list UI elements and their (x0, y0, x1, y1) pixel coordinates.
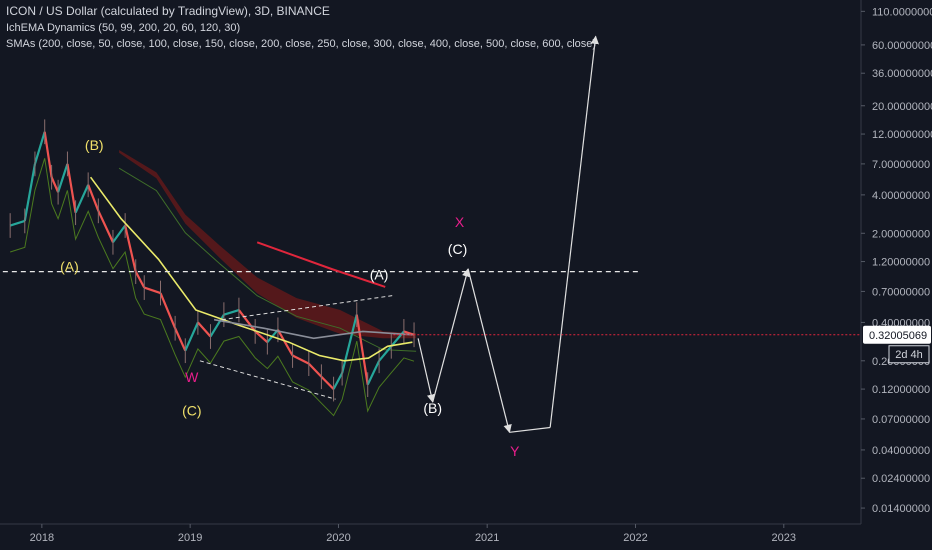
y-tick-label: 4.00000000 (872, 190, 930, 202)
wave-label: X (455, 214, 465, 230)
y-tick-label: 0.12000000 (872, 384, 930, 396)
price-segment (143, 286, 161, 295)
countdown-label: 2d 4h (895, 349, 923, 361)
wave-label: W (185, 369, 199, 385)
y-tick-label: 1.20000000 (872, 257, 930, 269)
y-tick-label: 0.07000000 (872, 414, 930, 426)
price-segment (74, 184, 90, 214)
wave-label: Y (510, 443, 520, 459)
indicator-ichema-legend: IchEMA Dynamics (50, 99, 200, 20, 60, 12… (6, 22, 241, 34)
y-tick-label: 12.00000000 (872, 129, 932, 141)
price-segment (174, 327, 187, 352)
wave-label: (A) (60, 259, 79, 275)
price-tag-value: 0.32005069 (869, 330, 927, 342)
price-segment (378, 345, 393, 362)
ichimoku-green-line (118, 167, 417, 352)
price-segment (276, 329, 294, 357)
y-tick-label: 60.00000000 (872, 40, 932, 52)
projection-arrow (467, 268, 512, 434)
price-segment (254, 330, 269, 343)
x-tick-label: 2023 (772, 532, 796, 544)
price-segment (50, 176, 60, 193)
price-segment (332, 372, 344, 390)
price-segment (87, 184, 100, 212)
x-tick-label: 2021 (475, 532, 499, 544)
projection-arrow (417, 338, 436, 403)
indicator-smas-legend: SMAs (200, close, 50, close, 100, close,… (6, 38, 597, 50)
symbol-title: ICON / US Dollar (calculated by TradingV… (6, 4, 330, 18)
projection-arrow (549, 35, 599, 428)
price-segment (197, 321, 212, 338)
price-segment (159, 292, 177, 329)
y-tick-label: 0.04000000 (872, 445, 930, 457)
projection-arrow (432, 268, 471, 403)
wave-label: (B) (85, 137, 104, 153)
price-segment (341, 314, 358, 374)
price-segment (238, 309, 257, 333)
price-segment (223, 308, 240, 316)
price-segment (66, 163, 77, 213)
sma-line (213, 318, 413, 340)
price-segment (292, 354, 310, 365)
wave-label: (C) (182, 402, 201, 418)
price-segment (124, 225, 137, 272)
y-tick-label: 2.00000000 (872, 228, 930, 240)
projection-arrow (509, 426, 551, 433)
price-tag-box (863, 325, 931, 344)
wave-label: (C) (448, 241, 467, 257)
price-segment (366, 360, 381, 386)
y-tick-label: 7.00000000 (872, 159, 930, 171)
x-tick-label: 2020 (326, 532, 350, 544)
y-tick-label: 20.00000000 (872, 101, 932, 113)
price-segment (134, 271, 146, 289)
price-segment (33, 131, 46, 165)
price-segment (97, 210, 114, 243)
red-trend-line (256, 241, 386, 288)
lagging-span-line (10, 158, 415, 417)
y-tick-label: 110.00000000 (872, 6, 932, 18)
wave-label: (A) (370, 266, 389, 282)
price-segment (112, 224, 127, 243)
x-tick-label: 2022 (623, 532, 647, 544)
price-segment (23, 163, 37, 222)
wedge-dashed-line (221, 295, 394, 321)
x-tick-label: 2019 (178, 532, 202, 544)
y-tick-label: 36.00000000 (872, 68, 932, 80)
price-segment (184, 321, 199, 352)
price-segment (355, 314, 369, 385)
sma-line (89, 176, 413, 362)
price-segment (57, 163, 69, 193)
wedge-dashed-line (199, 360, 336, 400)
price-segment (9, 219, 26, 227)
wave-label: (B) (423, 400, 442, 416)
y-tick-label: 0.02400000 (872, 473, 930, 485)
y-tick-label: 0.70000000 (872, 286, 930, 298)
countdown-box (888, 345, 930, 364)
ichimoku-cloud (119, 150, 417, 339)
price-segment (308, 362, 323, 378)
price-segment (43, 131, 53, 178)
y-tick-label: 0.01400000 (872, 503, 930, 515)
price-segment (320, 375, 335, 390)
x-tick-label: 2018 (30, 532, 54, 544)
